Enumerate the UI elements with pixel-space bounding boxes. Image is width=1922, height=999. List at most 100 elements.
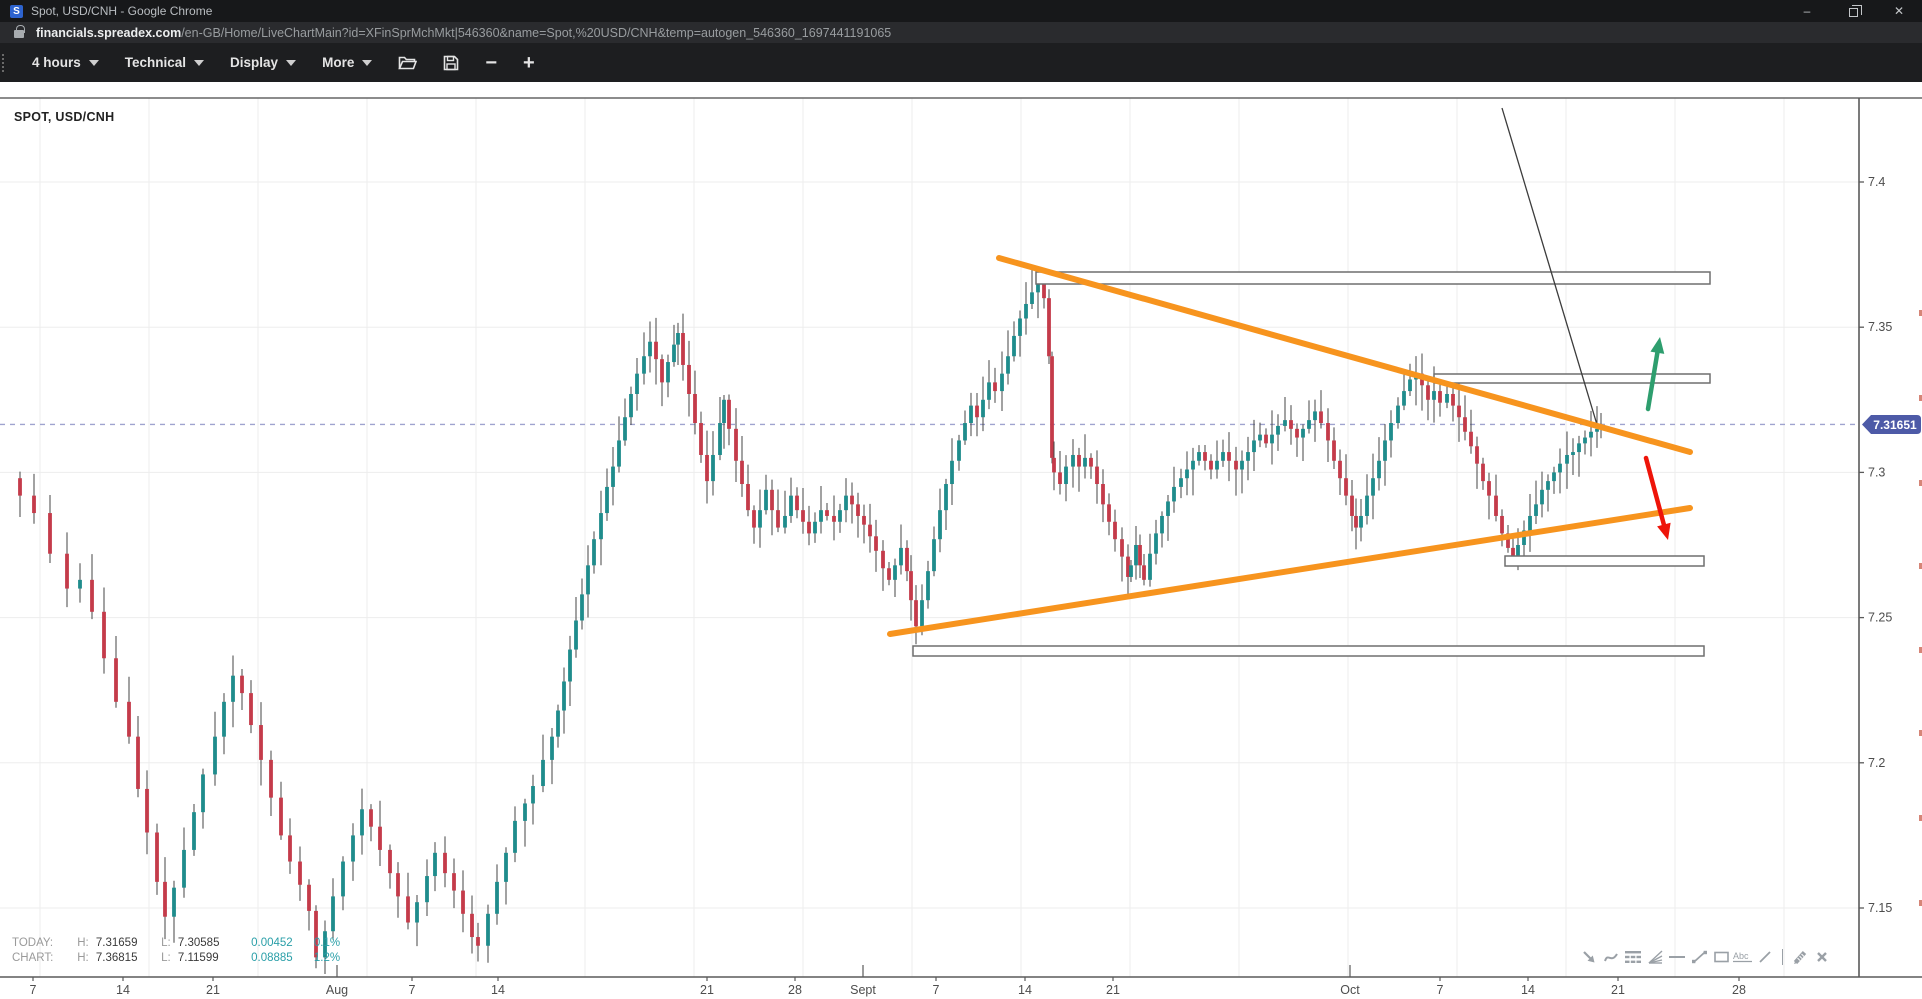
text-tool[interactable]: Abc [1732, 948, 1754, 966]
display-dropdown[interactable]: Display [230, 55, 297, 70]
x-tick-label: 7 [933, 983, 940, 997]
url-domain: financials.spreadex.com [36, 25, 182, 40]
high-label: H: [77, 952, 89, 964]
timeframe-label: 4 hours [32, 55, 81, 70]
x-tick-label: 14 [1521, 983, 1535, 997]
chevron-down-icon [362, 59, 373, 66]
more-dropdown[interactable]: More [322, 55, 373, 70]
pointer-arrow-tool[interactable] [1578, 948, 1600, 966]
restore-button[interactable] [1830, 0, 1876, 22]
x-tick-label: Aug [326, 983, 348, 997]
chart-area[interactable]: 7.4 7.35 7.3 7.25 7.2 7.15 7 14 21 Aug 7 14 21 28 Sept… [0, 82, 1922, 999]
brush-tool[interactable] [1789, 948, 1811, 966]
more-label: More [322, 55, 355, 70]
technical-dropdown[interactable]: Technical [125, 55, 205, 70]
chart-label: CHART: [12, 952, 54, 964]
descending-resistance-trendline[interactable] [996, 255, 1693, 455]
x-axis: 7 14 21 Aug 7 14 21 28 Sept 7 14 21 Oct 7 14 21 28 [30, 965, 1746, 997]
horizontal-line-tool-icon [1669, 956, 1685, 958]
restore-icon [1848, 5, 1862, 17]
svg-text:Abc: Abc [1733, 951, 1749, 961]
x-tick-label: 21 [1106, 983, 1120, 997]
x-tick-label: 28 [788, 983, 802, 997]
y-tick-label: 7.15 [1868, 901, 1892, 915]
brush-tool-icon [1793, 950, 1807, 965]
x-tick-label: 28 [1732, 983, 1746, 997]
chart-toolbar: 4 hours Technical Display More [0, 43, 1922, 82]
url-text[interactable]: financials.spreadex.com/en-GB/Home/LiveC… [36, 26, 891, 40]
grid-lines [0, 98, 1859, 977]
chart-stats: TODAY: H: 7.31659 L: 7.30585 0.00452 0.1… [12, 936, 340, 966]
trend-line-tool-icon [1691, 950, 1707, 964]
down-arrow[interactable] [1643, 455, 1671, 540]
chart-change-pct: 1.2% [313, 952, 341, 964]
today-change-pct: 0.1% [313, 937, 341, 949]
x-tick-label: 14 [491, 983, 505, 997]
fan-lines-tool-icon [1648, 950, 1662, 964]
today-stats-row: TODAY: H: 7.31659 L: 7.30585 0.00452 0.1… [12, 936, 340, 951]
today-high-value: 7.31659 [95, 937, 138, 949]
chevron-down-icon [286, 59, 297, 66]
pointer-annotation-line[interactable] [1501, 107, 1599, 429]
rectangle-tool-icon [1713, 951, 1729, 963]
x-tick-label: 21 [700, 983, 714, 997]
curve-tool[interactable] [1600, 948, 1622, 966]
close-button[interactable]: ✕ [1893, 4, 1905, 18]
diagonal-line-tool[interactable] [1754, 948, 1776, 966]
url-path: /en-GB/Home/LiveChartMain?id=XFinSprMchM… [181, 25, 892, 40]
save-button[interactable] [443, 55, 459, 71]
y-tick-label: 7.35 [1868, 320, 1892, 334]
y-tick-label: 7.25 [1868, 611, 1892, 625]
current-price-badge: 7.31651 [1862, 414, 1921, 434]
toolbar-separator [1782, 949, 1783, 965]
open-folder-icon [398, 56, 418, 69]
candlestick-chart[interactable]: 7.4 7.35 7.3 7.25 7.2 7.15 7 14 21 Aug 7 14 21 28 Sept… [0, 82, 1922, 999]
zoom-out-button[interactable]: − [485, 51, 498, 74]
zoom-in-button[interactable]: + [523, 51, 535, 74]
x-tick-label: 7 [409, 983, 416, 997]
close-icon [1817, 952, 1827, 962]
level-box[interactable] [1504, 555, 1705, 567]
chart-high-value: 7.36815 [95, 952, 138, 964]
level-box[interactable] [912, 645, 1705, 657]
diagonal-line-tool-icon [1759, 951, 1771, 963]
ascending-support-trendline[interactable] [887, 505, 1693, 637]
chart-low-value: 7.11599 [177, 952, 219, 964]
window-title: Spot, USD/CNH - Google Chrome [31, 4, 213, 18]
address-bar[interactable]: financials.spreadex.com/en-GB/Home/LiveC… [0, 22, 1922, 43]
lock-icon [14, 25, 25, 38]
today-label: TODAY: [12, 937, 54, 949]
chevron-down-icon [194, 59, 205, 66]
y-tick-label: 7.2 [1868, 756, 1885, 770]
fan-lines-tool[interactable] [1644, 948, 1666, 966]
display-label: Display [230, 55, 279, 70]
x-tick-label: 7 [1437, 983, 1444, 997]
text-tool-icon: Abc [1733, 951, 1752, 963]
x-tick-label: 21 [206, 983, 220, 997]
today-change-value: 0.00452 [251, 937, 293, 949]
timeframe-dropdown[interactable]: 4 hours [32, 55, 99, 70]
horizontal-line-tool[interactable] [1666, 948, 1688, 966]
x-tick-label: 14 [116, 983, 130, 997]
open-folder-button[interactable] [398, 55, 418, 71]
chart-change-value: 0.08885 [251, 952, 293, 964]
drag-handle-icon [2, 53, 6, 72]
grid-tool-icon [1625, 951, 1641, 963]
delete-drawing-tool[interactable] [1811, 948, 1833, 966]
edge-marks [1919, 310, 1922, 906]
y-axis: 7.4 7.35 7.3 7.25 7.2 7.15 [1859, 175, 1892, 915]
level-box[interactable] [1035, 271, 1711, 285]
curve-tool-icon [1604, 953, 1618, 962]
y-tick-label: 7.3 [1868, 465, 1885, 479]
spreadex-favicon: S [10, 4, 23, 18]
x-tick-label: Oct [1340, 983, 1360, 997]
chevron-down-icon [88, 59, 99, 66]
today-low-value: 7.30585 [177, 937, 220, 949]
rectangle-tool[interactable] [1710, 948, 1732, 966]
grid-tool[interactable] [1622, 948, 1644, 966]
minimize-button[interactable]: – [1803, 4, 1811, 18]
high-label: H: [77, 937, 89, 949]
up-arrow[interactable] [1645, 337, 1665, 412]
trend-line-tool[interactable] [1688, 948, 1710, 966]
level-box[interactable] [1433, 373, 1711, 384]
